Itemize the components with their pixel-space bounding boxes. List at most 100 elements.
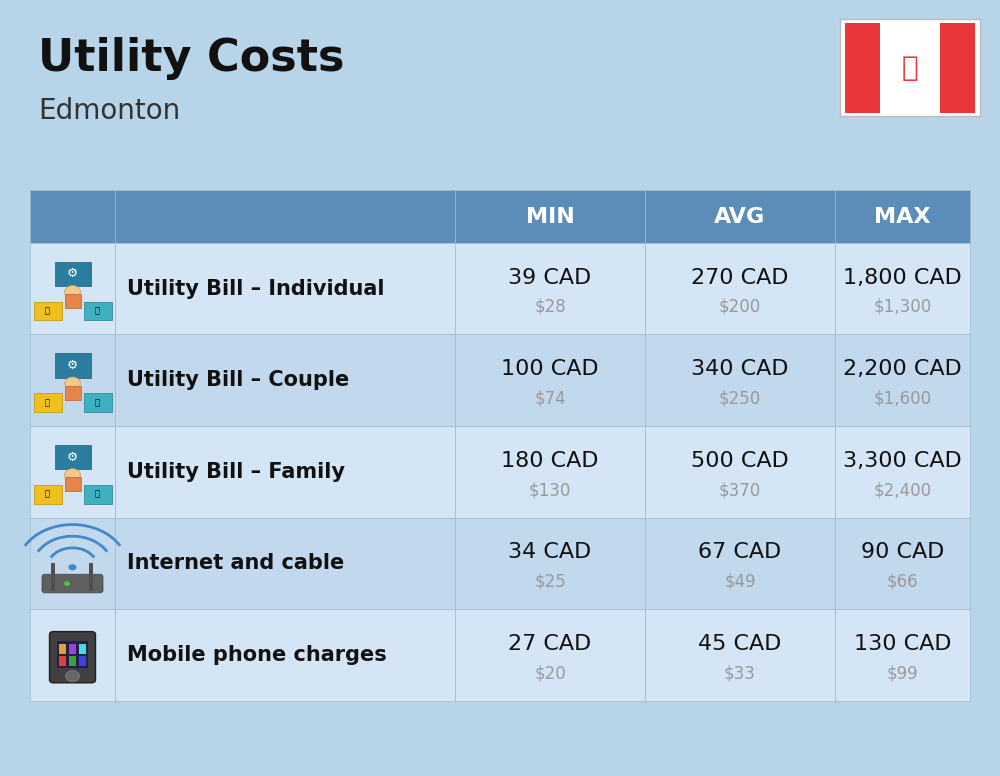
Text: Utility Costs: Utility Costs [38,37,344,80]
Text: Utility Bill – Individual: Utility Bill – Individual [127,279,384,299]
Text: Mobile phone charges: Mobile phone charges [127,645,387,665]
Text: 45 CAD: 45 CAD [698,634,782,654]
Circle shape [68,564,77,570]
Text: $49: $49 [724,573,756,591]
Bar [455,243,645,334]
Text: 340 CAD: 340 CAD [691,359,789,379]
Text: Internet and cable: Internet and cable [127,553,344,573]
Text: $250: $250 [719,390,761,407]
Text: AVG: AVG [714,206,766,227]
Bar [69,644,76,653]
FancyBboxPatch shape [940,23,975,113]
Bar [30,609,115,701]
Bar [455,518,645,609]
FancyBboxPatch shape [50,632,96,683]
FancyBboxPatch shape [34,302,62,320]
Text: $370: $370 [719,481,761,499]
Text: $25: $25 [534,573,566,591]
FancyBboxPatch shape [55,262,91,286]
Text: $200: $200 [719,298,761,316]
Text: 180 CAD: 180 CAD [501,451,599,471]
Bar [835,426,970,518]
Bar [835,334,970,426]
Circle shape [65,377,81,390]
Bar [835,243,970,334]
Text: 500 CAD: 500 CAD [691,451,789,471]
Text: 1,800 CAD: 1,800 CAD [843,268,962,288]
Text: 100 CAD: 100 CAD [501,359,599,379]
Text: 130 CAD: 130 CAD [854,634,951,654]
FancyBboxPatch shape [84,393,112,412]
Text: 🔌: 🔌 [45,307,50,316]
Text: $1,600: $1,600 [873,390,932,407]
Bar [64,386,80,400]
Bar [57,642,88,668]
FancyBboxPatch shape [55,353,91,378]
Text: MIN: MIN [526,206,574,227]
Text: $33: $33 [724,664,756,682]
FancyBboxPatch shape [34,485,62,504]
Text: 67 CAD: 67 CAD [698,542,782,563]
Bar [645,518,835,609]
Circle shape [65,469,81,481]
Bar [30,190,115,243]
Text: 💧: 💧 [95,398,100,407]
Bar [115,426,455,518]
Text: 3,300 CAD: 3,300 CAD [843,451,962,471]
Bar [455,426,645,518]
FancyBboxPatch shape [55,445,91,469]
FancyBboxPatch shape [42,574,103,593]
Bar [79,644,86,653]
Bar [115,609,455,701]
Text: 💧: 💧 [95,490,100,499]
Text: $20: $20 [534,664,566,682]
Text: Utility Bill – Family: Utility Bill – Family [127,462,345,482]
Text: 🔌: 🔌 [45,490,50,499]
Text: 27 CAD: 27 CAD [508,634,592,654]
Bar [30,243,115,334]
Bar [645,334,835,426]
Bar [64,477,80,491]
Bar [645,243,835,334]
Text: 39 CAD: 39 CAD [508,268,592,288]
Bar [115,334,455,426]
Text: $74: $74 [534,390,566,407]
Bar [455,190,645,243]
Text: 2,200 CAD: 2,200 CAD [843,359,962,379]
Text: $130: $130 [529,481,571,499]
Bar [835,518,970,609]
Circle shape [66,670,80,681]
Bar [645,190,835,243]
Bar [79,656,86,666]
Bar [455,609,645,701]
Text: 270 CAD: 270 CAD [691,268,789,288]
Bar [835,190,970,243]
Bar [89,563,93,591]
FancyBboxPatch shape [34,393,62,412]
Circle shape [64,581,70,586]
Circle shape [65,286,81,298]
Bar [69,656,76,666]
FancyBboxPatch shape [845,23,880,113]
Bar [115,243,455,334]
Bar [50,563,54,591]
Text: $28: $28 [534,298,566,316]
Text: 🍁: 🍁 [902,54,918,82]
FancyBboxPatch shape [84,485,112,504]
Text: $66: $66 [887,573,918,591]
Bar [835,609,970,701]
Bar [30,426,115,518]
Bar [59,656,66,666]
Text: $1,300: $1,300 [873,298,932,316]
Bar [59,644,66,653]
Text: Utility Bill – Couple: Utility Bill – Couple [127,370,349,390]
Text: ⚙: ⚙ [67,451,78,463]
Text: $99: $99 [887,664,918,682]
Text: ⚙: ⚙ [67,268,78,280]
Bar [645,609,835,701]
Text: ⚙: ⚙ [67,359,78,372]
Bar [455,334,645,426]
Bar [115,518,455,609]
Bar [645,426,835,518]
Bar [30,518,115,609]
